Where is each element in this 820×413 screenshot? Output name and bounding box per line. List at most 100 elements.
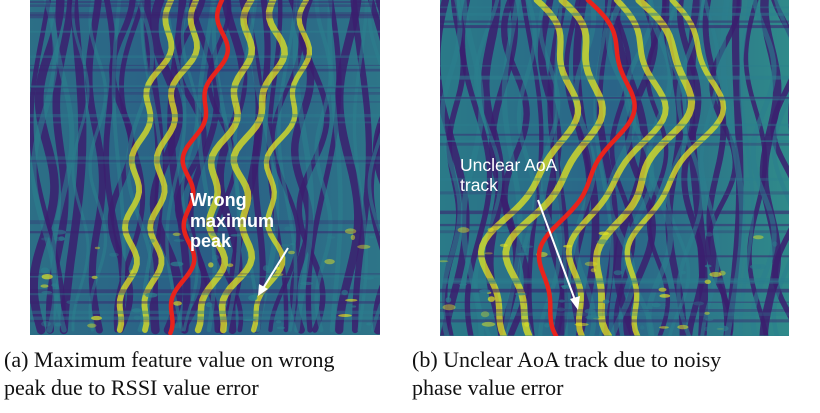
heatmap-blob: [556, 307, 566, 312]
caption-a: (a) Maximum feature value on wrong peak …: [4, 346, 408, 402]
caption-word: Unclear: [443, 347, 513, 372]
heatmap-panel-b: Unclear AoA track: [440, 0, 789, 336]
heatmap-panel-a: Wrong maximum peak: [30, 0, 380, 335]
heatmap-band: [59, 0, 87, 335]
heatmap-blob: [584, 308, 596, 314]
caption-b-line1: (b) Unclear AoA track due to noisy: [412, 346, 818, 374]
heatmap-blob: [544, 323, 550, 328]
caption-word: Maximum: [33, 347, 126, 372]
heatmap-band: [666, 0, 691, 336]
heatmap-blob: [524, 321, 530, 327]
heatmap-blob: [366, 322, 372, 326]
heatmap-blob: [276, 326, 286, 330]
heatmap-blob: [362, 276, 375, 280]
heatmap-blob: [66, 300, 78, 305]
heatmap-band: [750, 0, 777, 336]
caption-word: (b): [412, 347, 438, 372]
heatmap-blob: [173, 322, 181, 329]
caption-word: value: [197, 347, 246, 372]
heatmap-blob: [659, 294, 671, 298]
heatmap-stripe: [30, 293, 380, 296]
heatmap-blob: [58, 236, 65, 241]
caption-word: (a): [4, 347, 29, 372]
heatmap-blob: [677, 324, 689, 330]
heatmap-blob: [369, 235, 375, 239]
heatmap-blob: [457, 227, 470, 233]
heatmap-stripe: [30, 231, 380, 234]
heatmap-band: [593, 0, 614, 336]
heatmap-band: [686, 0, 708, 336]
heatmap-blob: [91, 315, 102, 321]
heatmap-blob: [560, 284, 572, 288]
caption-b-line2: phase value error: [412, 375, 564, 400]
heatmap-band: [367, 0, 380, 332]
heatmap-stripe: [440, 25, 789, 29]
heatmap-stripe: [440, 133, 789, 136]
heatmap-band: [372, 0, 380, 335]
heatmap-band: [277, 0, 298, 332]
heatmap-blob: [479, 289, 491, 294]
heatmap-blob: [211, 254, 219, 260]
annotation-arrowhead-a: [258, 284, 268, 296]
heatmap-stripe: [30, 159, 380, 163]
heatmap-blob: [487, 296, 495, 302]
heatmap-band: [218, 0, 288, 334]
heatmap-blob: [252, 294, 257, 300]
heatmap-blob: [440, 260, 449, 263]
heatmap-band: [459, 0, 493, 336]
heatmap-blob: [290, 243, 295, 246]
heatmap-blob: [205, 302, 213, 308]
heatmap-blob: [499, 243, 508, 247]
heatmap-band: [460, 0, 485, 336]
heatmap-blob: [651, 302, 661, 308]
heatmap-b-bands: [440, 0, 789, 336]
heatmap-band: [739, 0, 755, 336]
heatmap-band: [699, 0, 721, 336]
heatmap-band: [252, 0, 271, 334]
heatmap-band: [645, 0, 671, 336]
heatmap-blob: [51, 283, 58, 287]
caption-word: on: [250, 347, 273, 372]
heatmap-stripe: [440, 142, 789, 146]
heatmap-blob: [129, 269, 134, 275]
heatmap-blob: [704, 279, 711, 284]
heatmap-blob: [558, 299, 565, 303]
annotation-line: maximum: [190, 210, 275, 231]
heatmap-a: [30, 0, 380, 335]
heatmap-band: [623, 0, 658, 336]
heatmap-band: [165, 0, 187, 332]
heatmap-blob: [41, 274, 53, 280]
heatmap-stripe: [440, 255, 789, 258]
heatmap-blob: [753, 235, 764, 240]
heatmap-stripe: [440, 191, 789, 195]
caption-a-line2: peak due to RSSI value error: [4, 375, 259, 400]
heatmap-blob: [480, 311, 490, 318]
heatmap-band: [502, 0, 606, 336]
heatmap-blob: [87, 323, 97, 328]
heatmap-blob: [345, 298, 358, 302]
heatmap-stripe: [440, 65, 789, 67]
caption-word: due: [613, 347, 646, 372]
heatmap-blob: [243, 318, 256, 322]
heatmap-band: [335, 0, 363, 335]
heatmap-stripe: [440, 301, 789, 303]
heatmap-blob: [41, 237, 51, 241]
heatmap-band: [473, 0, 503, 336]
heatmap-blob: [40, 284, 49, 288]
heatmap-stripe: [30, 14, 380, 19]
heatmap-a-noise: [30, 0, 380, 330]
heatmap-stripe: [30, 156, 380, 160]
heatmap-blob: [639, 309, 650, 312]
caption-word: feature: [131, 347, 193, 372]
heatmap-blob: [514, 292, 527, 296]
heatmap-b: [440, 0, 789, 336]
heatmap-band: [30, 0, 65, 335]
heatmap-blob: [445, 297, 452, 303]
heatmap-band: [141, 0, 200, 333]
heatmap-blob: [705, 318, 714, 321]
heatmap-band: [770, 0, 789, 320]
heatmap-stripe: [440, 12, 789, 16]
heatmap-band: [50, 0, 75, 333]
caption-word: to: [650, 347, 668, 372]
heatmap-blob: [288, 250, 295, 255]
